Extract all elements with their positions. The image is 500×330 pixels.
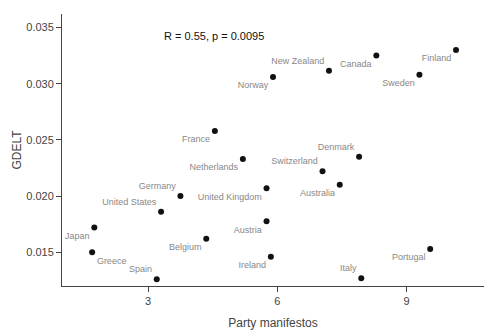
svg-text:0.015: 0.015: [26, 246, 54, 258]
svg-text:6: 6: [274, 295, 280, 307]
svg-text:R = 0.55, p = 0.0095: R = 0.55, p = 0.0095: [164, 30, 264, 42]
svg-text:Party manifestos: Party manifestos: [228, 316, 317, 330]
svg-text:New Zealand: New Zealand: [271, 56, 324, 66]
svg-text:Switzerland: Switzerland: [271, 156, 318, 166]
svg-text:Germany: Germany: [139, 181, 177, 191]
svg-text:3: 3: [145, 295, 151, 307]
svg-text:Australia: Australia: [300, 188, 335, 198]
svg-text:Ireland: Ireland: [239, 260, 267, 270]
svg-text:Sweden: Sweden: [382, 78, 415, 88]
svg-text:0.035: 0.035: [26, 21, 54, 33]
svg-text:United States: United States: [102, 197, 157, 207]
svg-text:Finland: Finland: [422, 53, 452, 63]
svg-text:0.030: 0.030: [26, 78, 54, 90]
svg-text:Japan: Japan: [65, 231, 90, 241]
svg-text:Spain: Spain: [129, 264, 152, 274]
svg-text:Portugal: Portugal: [392, 252, 426, 262]
svg-text:Denmark: Denmark: [318, 142, 355, 152]
svg-text:0.025: 0.025: [26, 134, 54, 146]
svg-text:Norway: Norway: [238, 80, 269, 90]
svg-text:0.020: 0.020: [26, 190, 54, 202]
svg-text:9: 9: [403, 295, 409, 307]
svg-text:Belgium: Belgium: [169, 242, 202, 252]
svg-text:Italy: Italy: [340, 263, 357, 273]
svg-text:Greece: Greece: [97, 256, 127, 266]
svg-text:Canada: Canada: [340, 59, 372, 69]
svg-text:Netherlands: Netherlands: [190, 162, 239, 172]
svg-text:GDELT: GDELT: [10, 130, 24, 170]
svg-text:France: France: [182, 134, 210, 144]
svg-text:United Kingdom: United Kingdom: [198, 192, 262, 202]
svg-text:Austria: Austria: [234, 225, 262, 235]
